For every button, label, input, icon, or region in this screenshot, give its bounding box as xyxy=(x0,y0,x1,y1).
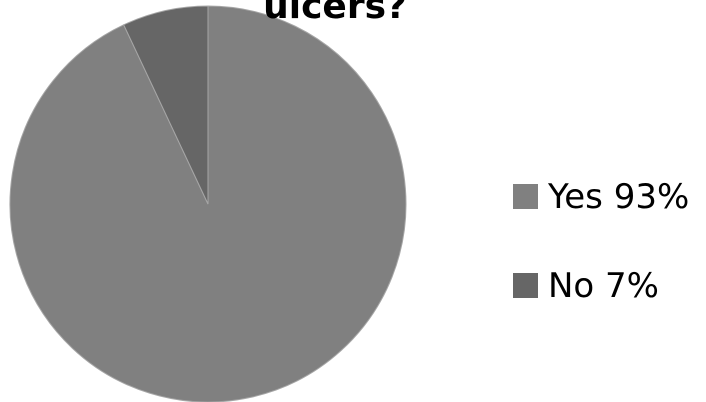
pie-slices xyxy=(9,5,407,402)
legend-label-yes: Yes 93% xyxy=(547,177,689,217)
chart-title: ulcers? xyxy=(263,0,407,27)
pie-slice-no xyxy=(123,5,209,205)
legend-label-no: No 7% xyxy=(548,266,659,306)
chart-legend: Yes 93% No 7% xyxy=(513,177,689,306)
legend-swatch-yes xyxy=(513,184,538,209)
legend-swatch-no xyxy=(513,273,538,298)
